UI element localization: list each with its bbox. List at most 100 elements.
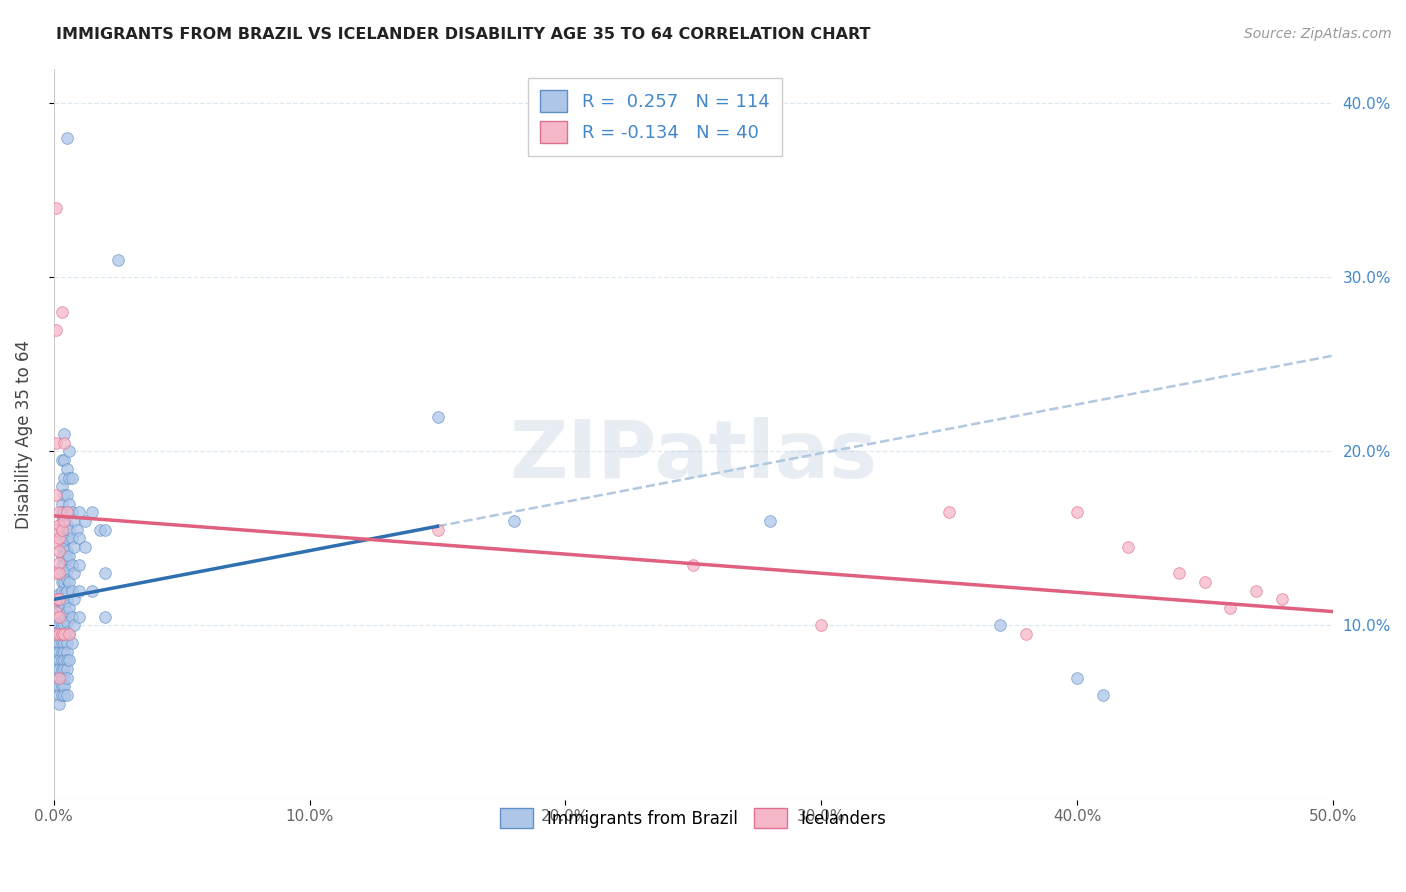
Point	[51, 644, 73, 658]
Point	[45, 609, 67, 624]
Point	[94, 609, 117, 624]
Point	[51, 453, 73, 467]
Point	[94, 523, 117, 537]
Point	[1091, 688, 1114, 702]
Point	[988, 618, 1011, 632]
Point	[48, 627, 70, 641]
Point	[48, 671, 70, 685]
Point	[45, 435, 67, 450]
Point	[45, 566, 67, 581]
Point	[53, 627, 76, 641]
Point	[45, 653, 67, 667]
Point	[48, 629, 70, 643]
Point	[51, 505, 73, 519]
Point	[53, 517, 76, 532]
Point	[53, 644, 76, 658]
Point	[48, 532, 70, 546]
Point	[51, 523, 73, 537]
Text: ZIPatlas: ZIPatlas	[509, 417, 877, 495]
Point	[45, 679, 67, 693]
Point	[48, 636, 70, 650]
Point	[60, 609, 83, 624]
Point	[55, 462, 77, 476]
Point	[55, 615, 77, 629]
Point	[48, 566, 70, 581]
Point	[48, 605, 70, 619]
Point	[55, 552, 77, 566]
Point	[55, 653, 77, 667]
Point	[66, 523, 89, 537]
Point	[45, 627, 67, 641]
Point	[55, 517, 77, 532]
Y-axis label: Disability Age 35 to 64: Disability Age 35 to 64	[15, 340, 32, 529]
Point	[45, 636, 67, 650]
Point	[63, 592, 86, 607]
Point	[53, 558, 76, 572]
Point	[58, 601, 80, 615]
Point	[82, 583, 104, 598]
Point	[53, 505, 76, 519]
Point	[682, 558, 704, 572]
Point	[48, 543, 70, 558]
Point	[53, 627, 76, 641]
Point	[45, 671, 67, 685]
Point	[55, 505, 77, 519]
Point	[45, 627, 67, 641]
Point	[48, 697, 70, 711]
Point	[58, 470, 80, 484]
Point	[58, 653, 80, 667]
Point	[48, 587, 70, 601]
Point	[53, 618, 76, 632]
Point	[107, 252, 129, 267]
Point	[55, 662, 77, 676]
Text: IMMIGRANTS FROM BRAZIL VS ICELANDER DISABILITY AGE 35 TO 64 CORRELATION CHART: IMMIGRANTS FROM BRAZIL VS ICELANDER DISA…	[56, 27, 870, 42]
Point	[1116, 540, 1139, 554]
Point	[1219, 601, 1241, 615]
Point	[63, 514, 86, 528]
Point	[51, 583, 73, 598]
Point	[51, 627, 73, 641]
Point	[55, 688, 77, 702]
Point	[51, 592, 73, 607]
Point	[1168, 566, 1191, 581]
Point	[51, 558, 73, 572]
Point	[48, 662, 70, 676]
Point	[60, 583, 83, 598]
Point	[67, 532, 90, 546]
Point	[51, 523, 73, 537]
Point	[51, 497, 73, 511]
Point	[60, 532, 83, 546]
Point	[51, 688, 73, 702]
Point	[53, 653, 76, 667]
Point	[45, 488, 67, 502]
Point	[53, 532, 76, 546]
Point	[51, 609, 73, 624]
Point	[55, 644, 77, 658]
Point	[53, 662, 76, 676]
Point	[51, 305, 73, 319]
Point	[53, 574, 76, 589]
Point	[94, 566, 117, 581]
Point	[67, 505, 90, 519]
Point	[53, 566, 76, 581]
Point	[53, 671, 76, 685]
Point	[55, 594, 77, 608]
Point	[53, 427, 76, 442]
Point	[426, 523, 449, 537]
Point	[45, 598, 67, 612]
Point	[48, 679, 70, 693]
Point	[58, 444, 80, 458]
Point	[1066, 671, 1088, 685]
Point	[1244, 583, 1267, 598]
Point	[45, 618, 67, 632]
Point	[58, 523, 80, 537]
Point	[53, 488, 76, 502]
Point	[63, 618, 86, 632]
Point	[60, 636, 83, 650]
Point	[45, 535, 67, 549]
Point	[53, 549, 76, 563]
Point	[48, 644, 70, 658]
Point	[55, 532, 77, 546]
Point	[759, 514, 782, 528]
Point	[55, 563, 77, 577]
